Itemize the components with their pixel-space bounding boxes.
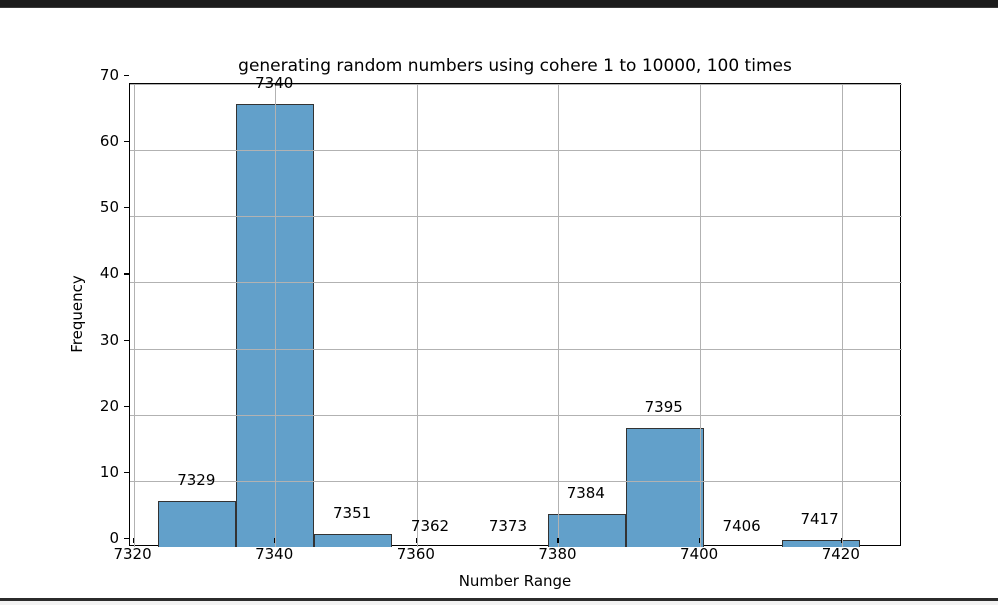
histogram-bar bbox=[625, 427, 704, 547]
chart-title: generating random numbers using cohere 1… bbox=[238, 56, 792, 76]
grid-line-y bbox=[130, 348, 902, 350]
window-top-bar bbox=[0, 0, 998, 8]
bars-layer bbox=[130, 84, 900, 547]
x-tick bbox=[840, 538, 842, 543]
grid-line-y bbox=[130, 84, 902, 85]
y-tick bbox=[124, 538, 129, 540]
bar-value-label: 7373 bbox=[488, 517, 527, 535]
bar-value-label: 7329 bbox=[177, 470, 216, 489]
y-tick bbox=[124, 75, 129, 77]
bar-value-label: 7351 bbox=[333, 503, 372, 522]
y-axis-label: Frequency bbox=[68, 275, 86, 353]
y-tick-label: 70 bbox=[99, 66, 119, 84]
window-bottom-line bbox=[0, 598, 998, 601]
x-tick-label: 7340 bbox=[255, 545, 294, 563]
grid-line-y bbox=[130, 150, 902, 152]
y-tick bbox=[124, 273, 129, 275]
grid-line-y bbox=[130, 282, 902, 284]
grid-line-x bbox=[700, 84, 702, 547]
bar-value-label: 7406 bbox=[722, 517, 761, 535]
y-tick-label: 50 bbox=[99, 198, 119, 217]
x-tick-label: 7360 bbox=[396, 545, 435, 563]
window-bottom-strip bbox=[0, 601, 998, 605]
chart-figure: generating random numbers using cohere 1… bbox=[0, 8, 998, 598]
histogram-bar bbox=[314, 533, 393, 547]
histogram-bar bbox=[158, 500, 237, 547]
grid-layer bbox=[130, 84, 902, 547]
y-tick bbox=[124, 141, 129, 143]
x-tick bbox=[274, 538, 276, 543]
histogram-bar bbox=[547, 513, 626, 547]
grid-line-y bbox=[130, 480, 902, 482]
x-tick-label: 7400 bbox=[680, 545, 719, 563]
x-tick bbox=[415, 538, 418, 543]
y-tick bbox=[124, 207, 129, 209]
y-tick bbox=[124, 471, 129, 474]
x-tick bbox=[699, 538, 701, 543]
y-tick bbox=[124, 405, 129, 407]
plot-area bbox=[129, 83, 902, 547]
grid-line-y bbox=[130, 216, 902, 218]
x-tick-label: 7420 bbox=[821, 545, 860, 563]
y-tick-label: 20 bbox=[99, 396, 119, 415]
x-tick bbox=[557, 538, 559, 543]
x-axis-label: Number Range bbox=[458, 572, 572, 590]
grid-line-x bbox=[416, 84, 418, 547]
grid-line-y bbox=[130, 414, 902, 416]
bar-value-label: 7340 bbox=[255, 73, 294, 92]
x-tick-label: 7380 bbox=[538, 545, 577, 563]
bar-value-label: 7362 bbox=[410, 517, 450, 535]
bar-value-label: 7417 bbox=[800, 510, 839, 529]
grid-line-x bbox=[133, 84, 135, 547]
histogram-bar bbox=[781, 540, 860, 547]
bar-value-label: 7395 bbox=[644, 397, 683, 416]
x-tick bbox=[132, 538, 134, 543]
y-tick-label: 10 bbox=[99, 462, 119, 481]
y-tick bbox=[124, 339, 129, 341]
grid-line-x bbox=[558, 84, 560, 547]
grid-line-x bbox=[275, 84, 277, 547]
y-tick-label: 30 bbox=[99, 330, 119, 349]
grid-line-x bbox=[841, 84, 843, 547]
y-tick-label: 40 bbox=[99, 264, 119, 283]
x-tick-label: 7320 bbox=[113, 545, 152, 563]
bar-value-label: 7384 bbox=[566, 483, 605, 502]
y-tick-label: 60 bbox=[99, 132, 119, 151]
y-tick-label: 0 bbox=[109, 529, 119, 547]
